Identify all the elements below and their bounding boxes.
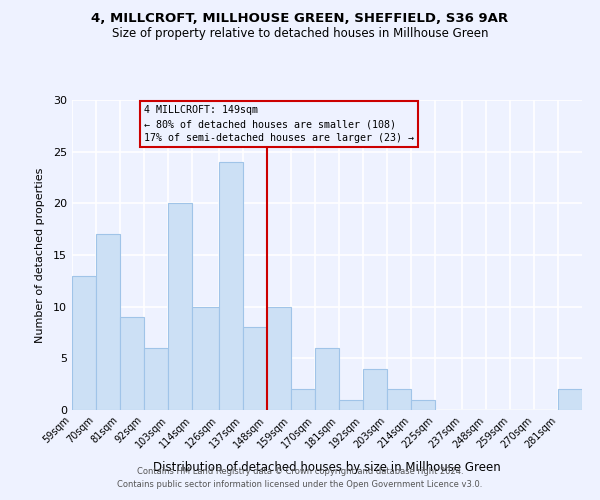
- Bar: [193, 306, 218, 410]
- X-axis label: Distribution of detached houses by size in Millhouse Green: Distribution of detached houses by size …: [153, 461, 501, 474]
- Text: Contains public sector information licensed under the Open Government Licence v3: Contains public sector information licen…: [118, 480, 482, 489]
- Bar: [387, 390, 411, 410]
- Text: Contains HM Land Registry data © Crown copyright and database right 2024.: Contains HM Land Registry data © Crown c…: [137, 467, 463, 476]
- Bar: [291, 390, 315, 410]
- Bar: [72, 276, 96, 410]
- Text: 4, MILLCROFT, MILLHOUSE GREEN, SHEFFIELD, S36 9AR: 4, MILLCROFT, MILLHOUSE GREEN, SHEFFIELD…: [91, 12, 509, 26]
- Bar: [411, 400, 436, 410]
- Bar: [363, 368, 387, 410]
- Bar: [558, 390, 582, 410]
- Bar: [339, 400, 363, 410]
- Bar: [267, 306, 291, 410]
- Y-axis label: Number of detached properties: Number of detached properties: [35, 168, 44, 342]
- Text: Size of property relative to detached houses in Millhouse Green: Size of property relative to detached ho…: [112, 28, 488, 40]
- Bar: [243, 328, 267, 410]
- Bar: [96, 234, 120, 410]
- Bar: [169, 204, 193, 410]
- Bar: [120, 317, 144, 410]
- Bar: [144, 348, 169, 410]
- Bar: [315, 348, 339, 410]
- Text: 4 MILLCROFT: 149sqm
← 80% of detached houses are smaller (108)
17% of semi-detac: 4 MILLCROFT: 149sqm ← 80% of detached ho…: [144, 105, 414, 143]
- Bar: [218, 162, 243, 410]
